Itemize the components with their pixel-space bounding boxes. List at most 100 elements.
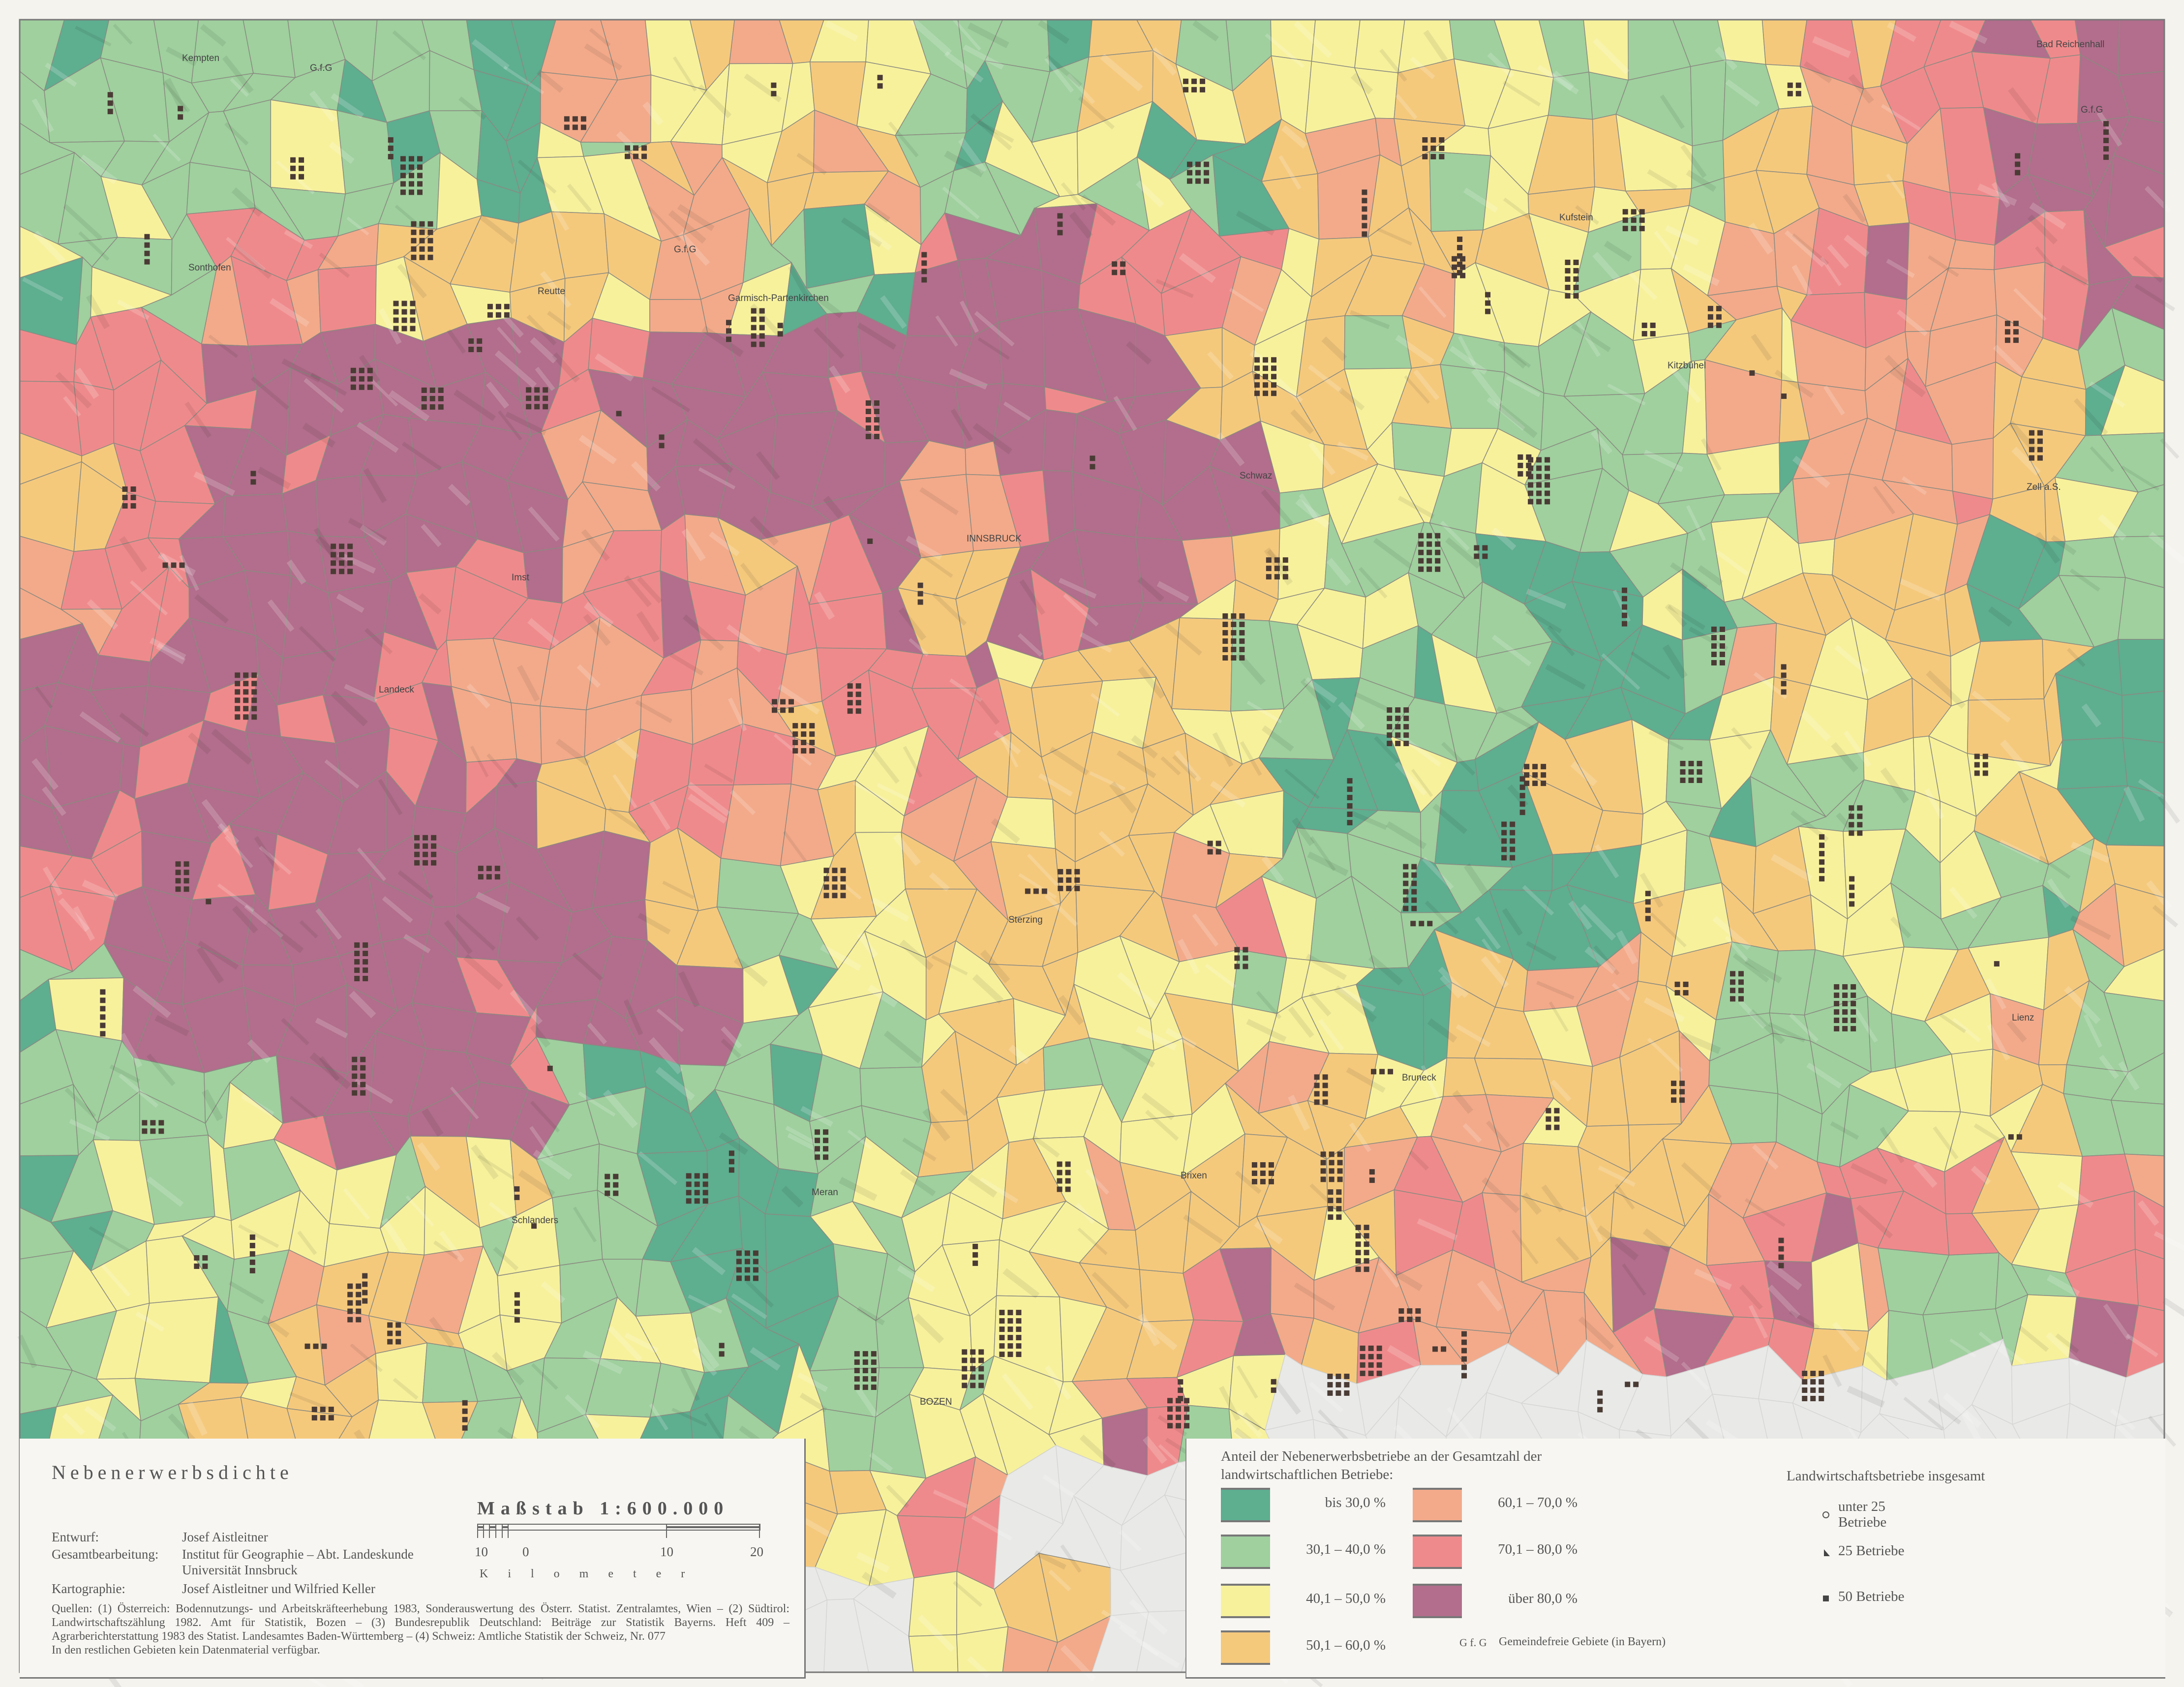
hillshade	[2138, 779, 2168, 801]
municipality-region	[1798, 539, 1835, 575]
hillshade	[589, 28, 611, 47]
square-icon	[1819, 876, 1825, 882]
square-icon	[1176, 1415, 1182, 1420]
square-icon	[100, 997, 106, 1003]
hillshade	[1998, 1342, 2027, 1366]
square-icon	[1679, 1081, 1685, 1086]
triangle-icon	[1821, 1545, 1831, 1561]
hillshade	[1432, 804, 1467, 834]
hillshade	[1117, 972, 1158, 1010]
square-icon	[1016, 1335, 1022, 1341]
hillshade	[832, 874, 862, 900]
square-icon	[1573, 293, 1579, 299]
hillshade	[1192, 20, 1219, 42]
square-icon	[1622, 217, 1628, 223]
square-icon	[1195, 170, 1201, 176]
hillshade	[429, 1317, 455, 1348]
municipality-region	[1391, 422, 1452, 477]
hillshade	[1261, 855, 1284, 883]
square-icon	[1320, 1176, 1326, 1182]
hillshade	[1481, 938, 1501, 964]
hillshade	[564, 1394, 600, 1429]
hillshade	[624, 1332, 659, 1353]
hillshade	[357, 847, 387, 881]
hillshade	[698, 467, 736, 490]
hillshade	[940, 1088, 969, 1116]
hillshade	[2103, 1303, 2131, 1340]
square-icon	[130, 486, 136, 492]
square-icon	[1810, 1395, 1816, 1401]
square-icon	[686, 1181, 692, 1187]
hillshade	[1101, 1609, 1137, 1635]
square-icon	[1355, 1241, 1361, 1247]
square-icon	[1819, 1370, 1824, 1376]
hillshade	[1927, 255, 1959, 277]
hillshade	[726, 624, 762, 653]
square-icon	[771, 90, 777, 96]
square-icon	[1671, 1089, 1677, 1095]
hillshade	[2051, 535, 2077, 555]
hillshade	[343, 1188, 370, 1220]
hillshade	[1060, 1645, 1096, 1682]
square-icon	[862, 1359, 868, 1365]
square-icon	[410, 317, 416, 323]
hillshade	[692, 1347, 717, 1376]
square-icon	[235, 706, 241, 712]
hillshade	[84, 1406, 117, 1432]
square-icon	[1337, 1168, 1343, 1174]
square-icon	[251, 681, 257, 687]
square-icon	[150, 1120, 156, 1126]
square-icon	[789, 699, 794, 705]
square-icon	[823, 1129, 829, 1135]
town-label: Garmisch-Partenkirchen	[728, 293, 829, 303]
square-icon	[1439, 137, 1445, 143]
square-icon	[1849, 830, 1854, 836]
square-icon	[686, 1173, 692, 1179]
square-icon	[1501, 846, 1507, 852]
square-icon	[1387, 724, 1393, 730]
hillshade	[261, 1315, 290, 1338]
square-icon	[1528, 457, 1534, 463]
square-icon	[1007, 1318, 1013, 1324]
square-icon	[1787, 90, 1793, 96]
hillshade	[200, 24, 226, 47]
square-icon	[1719, 651, 1725, 657]
hillshade	[1308, 442, 1335, 476]
square-icon	[847, 708, 853, 714]
square-icon	[1239, 655, 1245, 661]
town-label: G.f.G	[310, 63, 333, 73]
hillshade	[1061, 182, 1086, 211]
square-icon	[719, 1343, 725, 1349]
square-icon	[414, 860, 420, 866]
square-icon	[251, 689, 257, 695]
square-icon	[865, 434, 871, 440]
municipality-region	[191, 19, 254, 84]
hillshade	[1077, 1227, 1108, 1256]
hillshade	[162, 81, 190, 113]
hillshade	[1880, 1127, 1905, 1164]
square-icon	[1320, 1160, 1326, 1166]
hillshade	[1410, 57, 1435, 80]
square-icon	[468, 338, 474, 344]
square-icon	[1994, 961, 2000, 967]
hillshade	[1547, 625, 1575, 657]
hillshade	[118, 1073, 159, 1108]
square-icon	[962, 1357, 968, 1363]
hillshade	[155, 643, 186, 664]
hillshade	[299, 920, 318, 938]
hillshade	[1731, 727, 1753, 750]
hillshade	[1449, 346, 1487, 375]
square-icon	[1842, 1026, 1848, 1032]
square-icon	[1842, 1018, 1848, 1024]
square-icon	[694, 1190, 700, 1196]
hillshade	[991, 818, 1020, 844]
square-icon	[874, 400, 880, 406]
hillshade	[528, 506, 560, 542]
hillshade	[1338, 388, 1365, 411]
square-icon	[419, 221, 425, 227]
hillshade	[1847, 1386, 1885, 1408]
hillshade	[488, 1202, 521, 1229]
square-icon	[962, 1366, 968, 1372]
square-icon	[1222, 613, 1228, 619]
hillshade	[41, 786, 66, 816]
